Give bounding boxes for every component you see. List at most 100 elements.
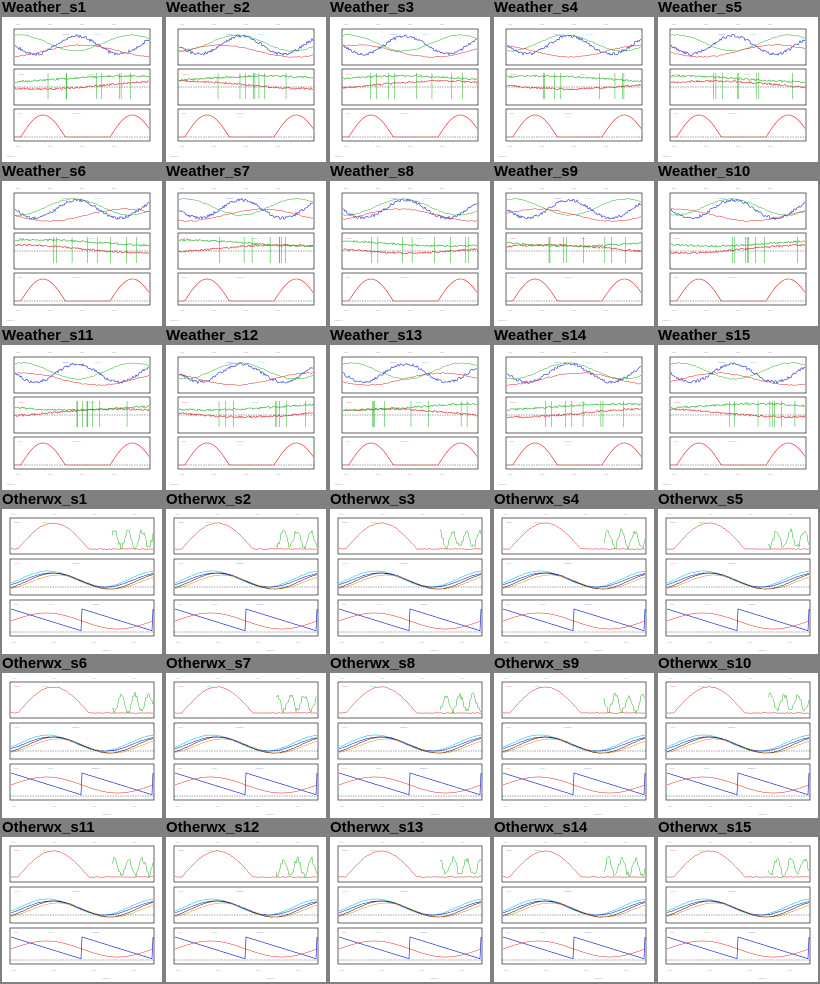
legend-text-cyan: -------: [750, 32, 757, 36]
plot-title: Otherwx_s4: [494, 491, 580, 508]
plot-cell: Weather_s9.................... ------- ---…: [492, 164, 654, 328]
weather-plot-thumbnail[interactable]: ............... .....------- -------------…: [2, 345, 162, 490]
otherwx-plot-thumbnail[interactable]: ............ ....------ ----------- -------…: [2, 509, 162, 654]
weather-plot-thumbnail[interactable]: ............... .....------- -------------…: [166, 181, 326, 326]
otherwx-plot-thumbnail[interactable]: ............ ....------ ----------- -------…: [658, 837, 818, 982]
legend-text-cyan: -------: [586, 196, 593, 200]
time-tick-label: .....: [440, 472, 445, 476]
time-tick-label: .....: [672, 186, 677, 190]
charge-panel: ---- --------: [341, 272, 479, 306]
otherwx-plot-thumbnail[interactable]: ............ ....------ ----------- -------…: [330, 509, 490, 654]
otherwx-plot-thumbnail[interactable]: ............ ....------ ----------- -------…: [494, 509, 654, 654]
series-line-orange: [338, 574, 482, 590]
charge-panel: ---- --------: [505, 436, 643, 470]
series-line-green: [767, 527, 810, 550]
weather-plot-thumbnail[interactable]: ............... .....------- -------------…: [2, 17, 162, 162]
weather-plot-thumbnail[interactable]: ............... .....------- -------------…: [658, 181, 818, 326]
series-line-blue: [174, 772, 318, 796]
weather-plot-thumbnail[interactable]: ............... .....------- -------------…: [330, 181, 490, 326]
panel-frame: [173, 927, 319, 965]
wind-pressure-panel: ------- -------: [669, 28, 807, 66]
time-tick-label: ....: [420, 840, 424, 844]
legend-text-blue: -------: [748, 602, 755, 606]
time-tick-label: .....: [508, 22, 513, 26]
series-line-green: [14, 405, 150, 412]
time-tick-label: .....: [212, 186, 217, 190]
plot-title: Otherwx_s15: [658, 819, 752, 836]
plot-title: Weather_s6: [2, 163, 86, 180]
legend-text-red: ----: [178, 602, 182, 606]
otherwx-plot-thumbnail[interactable]: ............ ....------ ----------- -------…: [330, 673, 490, 818]
time-tick-label: .....: [736, 472, 741, 476]
time-tick-label: ....: [668, 640, 672, 644]
panel-frame: [337, 886, 483, 924]
time-tick-label: ....: [12, 840, 16, 844]
legend-text-green: ------: [252, 72, 258, 76]
time-tick-label: ....: [788, 512, 792, 516]
otherwx-plot-thumbnail[interactable]: ............ ....------ ----------- -------…: [166, 673, 326, 818]
series-line-orange: [666, 738, 810, 754]
weather-plot-thumbnail[interactable]: ............... .....------- -------------…: [330, 345, 490, 490]
legend-text-blue: -------: [584, 602, 591, 606]
weather-plot-thumbnail[interactable]: ............... .....------- -------------…: [166, 345, 326, 490]
battery-panel: ---- ----- -------: [665, 927, 811, 965]
weather-plot-thumbnail[interactable]: ............... .....------- -------------…: [494, 17, 654, 162]
otherwx-plot-thumbnail[interactable]: ............ ....------ ----------- -------…: [494, 837, 654, 982]
time-tick-label: .....: [376, 472, 381, 476]
panel-frame: [501, 886, 647, 924]
legend-text-blue: -------: [226, 32, 233, 36]
time-tick-label: .....: [276, 350, 281, 354]
time-tick-label: ....: [668, 804, 672, 808]
series-line-green: [603, 527, 646, 551]
panel-frame: [337, 517, 483, 555]
series-line-red: [174, 940, 318, 958]
weather-plot-thumbnail[interactable]: ............... .....------- -------------…: [494, 181, 654, 326]
time-tick-label: ....: [788, 804, 792, 808]
time-tick-label: ....: [748, 512, 752, 516]
series-line-blue: [502, 736, 646, 752]
series-line-blue: [670, 198, 806, 221]
plot-title: Weather_s5: [658, 0, 742, 16]
plot-title: Weather_s13: [330, 327, 423, 344]
weather-plot-thumbnail[interactable]: ............... .....------- -------------…: [2, 181, 162, 326]
otherwx-plot-thumbnail[interactable]: ............ ....------ ----------- -------…: [2, 837, 162, 982]
time-tick-label: .....: [672, 144, 677, 148]
charge-panel: ---- --------: [669, 272, 807, 306]
plot-title: Otherwx_s1: [2, 491, 88, 508]
wind-pressure-panel: ------- -------: [177, 28, 315, 66]
plot-title: Weather_s15: [658, 327, 751, 344]
weather-plot-thumbnail[interactable]: ............... .....------- -------------…: [658, 345, 818, 490]
charge-panel: ---- --------: [177, 108, 315, 142]
thumbnail-background: [2, 17, 162, 162]
otherwx-plot-thumbnail[interactable]: ............ ....------ ----------- -------…: [2, 673, 162, 818]
series-line-red: [10, 850, 154, 878]
time-tick-label: .....: [672, 22, 677, 26]
soil-temp-panel: ----- -------: [501, 886, 647, 924]
otherwx-plot-thumbnail[interactable]: ............ ....------ ----------- -------…: [494, 673, 654, 818]
weather-plot-thumbnail[interactable]: ............... .....------- -------------…: [330, 17, 490, 162]
time-tick-label: ....: [584, 676, 588, 680]
weather-plot-thumbnail[interactable]: ............... .....------- -------------…: [494, 345, 654, 490]
otherwx-plot-thumbnail[interactable]: ............ ....------ ----------- -------…: [330, 837, 490, 982]
legend-text-red: ------: [510, 72, 516, 76]
radiation-panel: ------ ------: [173, 517, 319, 555]
thumbnail-background: [658, 181, 818, 326]
thumbnail-background: [2, 181, 162, 326]
time-tick-label: .....: [212, 22, 217, 26]
series-line-cyan: [174, 570, 318, 588]
time-tick-label: .....: [604, 144, 609, 148]
panel-frame: [173, 558, 319, 596]
otherwx-plot-thumbnail[interactable]: ............ ....------ ----------- -------…: [658, 673, 818, 818]
footer-text: ..........: [102, 648, 111, 652]
thumbnail-background: [494, 181, 654, 326]
otherwx-plot-thumbnail[interactable]: ............ ....------ ----------- -------…: [166, 837, 326, 982]
otherwx-plot-thumbnail[interactable]: ............ ....------ ----------- -------…: [658, 509, 818, 654]
charge-panel: ---- --------: [669, 436, 807, 470]
weather-plot-thumbnail[interactable]: ............... .....------- -------------…: [166, 17, 326, 162]
legend-text-green: -----: [48, 602, 53, 606]
weather-plot-thumbnail[interactable]: ............... .....------- -------------…: [658, 17, 818, 162]
charge-panel: ---- --------: [177, 436, 315, 470]
otherwx-plot-thumbnail[interactable]: ............ ....------ ----------- -------…: [166, 509, 326, 654]
series-line-green: [670, 198, 806, 216]
time-tick-label: ....: [460, 804, 464, 808]
